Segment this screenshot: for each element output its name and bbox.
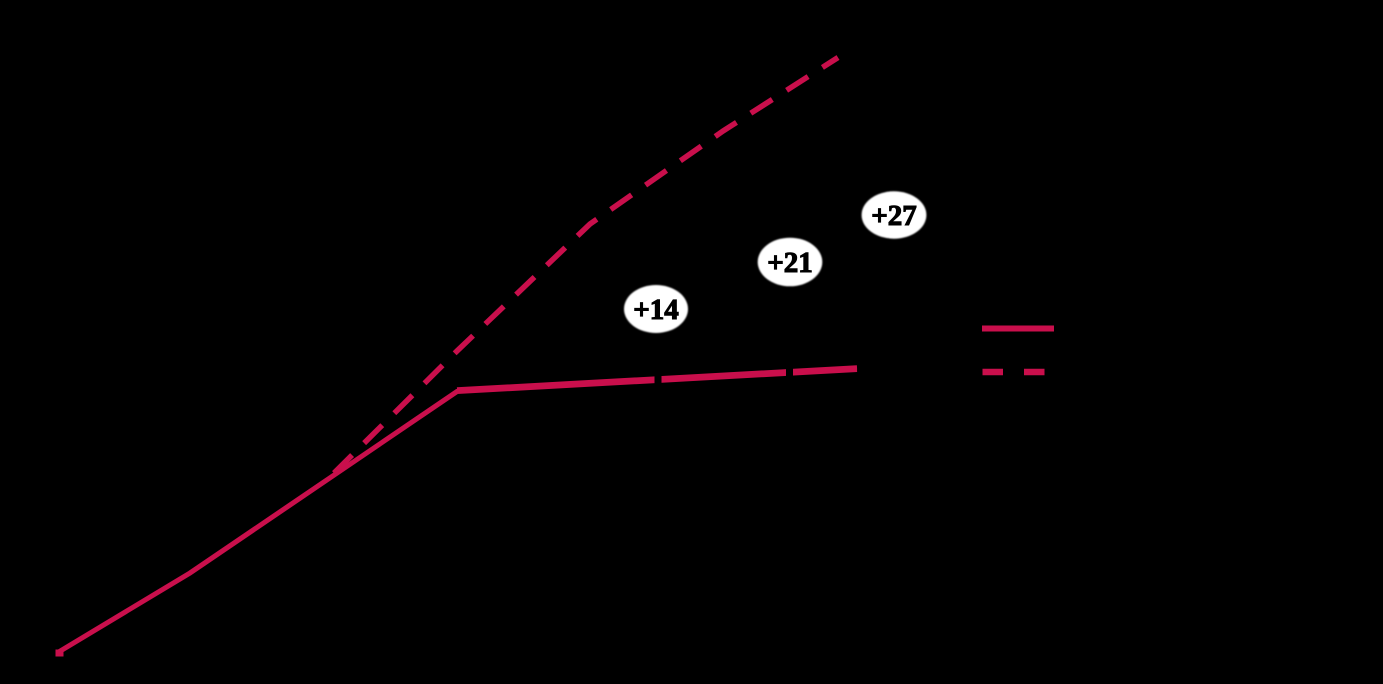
svg-text:+21: +21 [767, 247, 813, 279]
svg-text:+27: +27 [871, 200, 917, 232]
svg-text:+14: +14 [633, 294, 679, 326]
